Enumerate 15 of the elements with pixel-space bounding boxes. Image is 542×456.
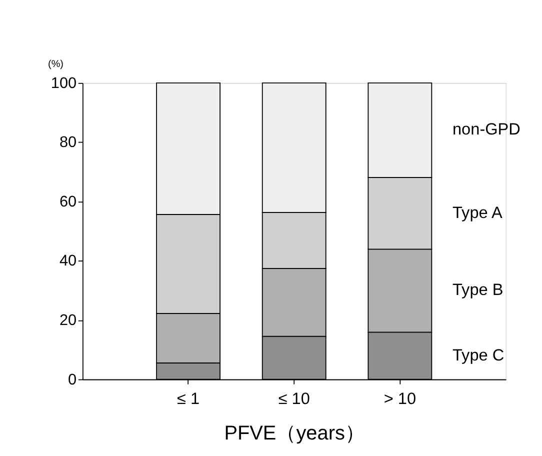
x-tick-label: > 10 xyxy=(384,390,416,408)
y-tick-label: 80 xyxy=(59,134,77,152)
y-axis-title: (%) xyxy=(48,59,64,70)
y-tick-label: 100 xyxy=(50,74,77,92)
series-label: Type B xyxy=(452,281,504,300)
x-tick-label: ≤ 10 xyxy=(278,390,310,408)
y-tick-label: 60 xyxy=(59,193,77,210)
x-tick-label: ≤ 1 xyxy=(177,390,200,408)
y-tick-label: 0 xyxy=(68,371,77,388)
y-tick-label: 20 xyxy=(59,312,77,330)
series-label: Type C xyxy=(452,346,504,364)
x-axis-title: PFVE（years） xyxy=(224,422,365,445)
series-label: non-GPD xyxy=(452,120,520,139)
series-label: Type A xyxy=(452,204,502,222)
y-tick-label: 40 xyxy=(59,252,77,270)
